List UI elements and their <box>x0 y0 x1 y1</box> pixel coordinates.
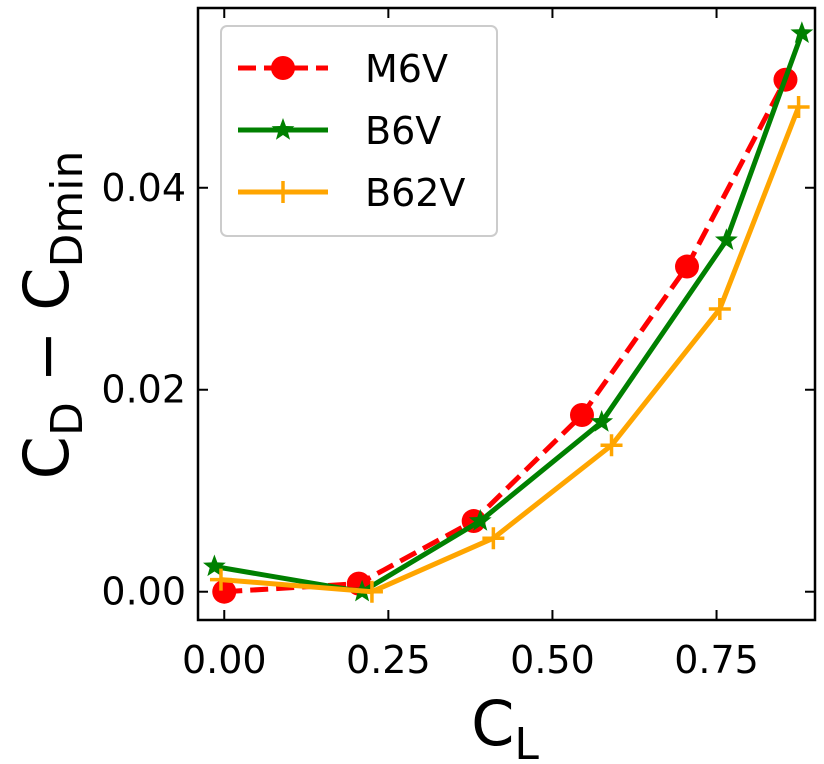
data-point <box>790 21 814 43</box>
x-tick-label: 0.75 <box>674 638 759 682</box>
legend-item-m6v: M6V <box>238 47 448 91</box>
data-point <box>468 509 492 531</box>
x-axis-label: CL <box>471 687 539 764</box>
legend-box <box>220 25 498 237</box>
data-point <box>209 568 232 591</box>
y-tick-label: 0.02 <box>101 368 186 412</box>
data-point <box>203 554 226 577</box>
legend-marker <box>271 56 295 80</box>
legend: M6V B6V B62V <box>220 25 498 237</box>
data-point <box>590 410 614 432</box>
y-axis-label-sub1: D <box>42 402 93 436</box>
data-point <box>482 527 505 550</box>
data-point <box>675 254 700 279</box>
x-tick-label: 0.50 <box>510 638 595 682</box>
data-point <box>714 228 738 250</box>
y-tick-label: 0.04 <box>101 166 186 210</box>
plot-area <box>203 21 814 604</box>
series-line <box>220 106 801 595</box>
y-axis-label-main: C <box>10 436 83 479</box>
x-tick-label: 0.25 <box>346 638 431 682</box>
series-b62v <box>209 95 810 603</box>
legend-item-b62v: B62V <box>238 171 465 215</box>
legend-marker <box>272 181 294 203</box>
plot-frame <box>196 6 817 622</box>
data-point <box>569 402 594 427</box>
legend-label: M6V <box>365 47 448 91</box>
data-point <box>600 434 623 457</box>
legend-label: B6V <box>365 109 441 153</box>
y-axis-label-sub2: Dmin <box>42 151 93 268</box>
y-axis-label-mid: − C <box>10 268 83 403</box>
y-axis-label: CD − CDmin <box>10 151 93 480</box>
data-point <box>787 95 810 118</box>
data-point <box>360 580 383 603</box>
legend-marker <box>271 118 295 140</box>
x-tick-label: 0.00 <box>182 638 267 682</box>
legend-label: B62V <box>365 171 465 215</box>
y-tick-label: 0.00 <box>101 570 186 614</box>
data-point <box>708 297 731 320</box>
legend-item-b6v: B6V <box>238 109 441 153</box>
axes: 0.00 0.25 0.50 0.75 0.00 0.02 0.04 <box>101 6 817 682</box>
data-point <box>212 579 237 604</box>
x-axis-label-sub: L <box>514 719 539 764</box>
x-axis-label-main: C <box>471 687 514 760</box>
